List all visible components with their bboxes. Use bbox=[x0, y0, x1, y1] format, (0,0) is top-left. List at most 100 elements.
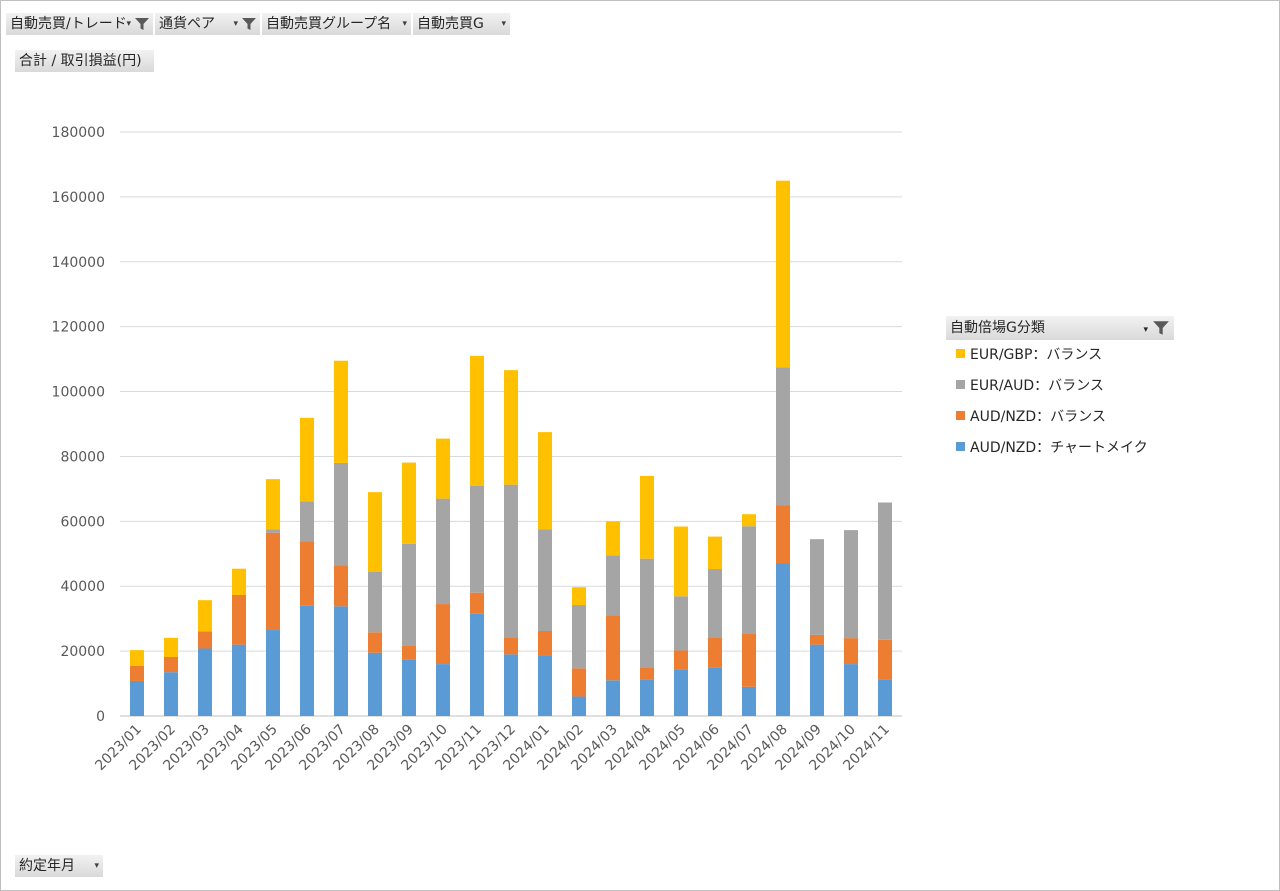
bar-segment[interactable] bbox=[198, 600, 212, 632]
bar-segment[interactable] bbox=[130, 650, 144, 666]
bar-segment[interactable] bbox=[844, 638, 858, 665]
axis-field-button[interactable]: 約定年月 ▾ bbox=[15, 855, 104, 877]
bar-segment[interactable] bbox=[300, 417, 314, 502]
bar-segment[interactable] bbox=[776, 505, 790, 564]
bar-segment[interactable] bbox=[810, 634, 824, 645]
bar-segment[interactable] bbox=[266, 630, 280, 716]
bar-segment[interactable] bbox=[606, 521, 620, 556]
bar-segment[interactable] bbox=[844, 664, 858, 716]
bar-segment[interactable] bbox=[878, 679, 892, 716]
bar-segment[interactable] bbox=[606, 555, 620, 616]
bar-segment[interactable] bbox=[470, 355, 484, 486]
bar-segment[interactable] bbox=[776, 180, 790, 368]
bar-segment[interactable] bbox=[402, 645, 416, 660]
bar-segment[interactable] bbox=[742, 514, 756, 527]
bar-segment[interactable] bbox=[130, 665, 144, 681]
bar-segment[interactable] bbox=[538, 432, 552, 530]
legend-label: AUD/NZD：チャートメイク bbox=[970, 440, 1148, 456]
legend-swatch bbox=[956, 442, 965, 451]
bar-segment[interactable] bbox=[810, 539, 824, 635]
bar-segment[interactable] bbox=[402, 659, 416, 716]
bar-segment[interactable] bbox=[878, 502, 892, 640]
bar-segment[interactable] bbox=[606, 680, 620, 716]
bar-segment[interactable] bbox=[334, 360, 348, 463]
bar-segment[interactable] bbox=[504, 654, 518, 716]
bar-segment[interactable] bbox=[164, 656, 178, 673]
bar-segment[interactable] bbox=[708, 536, 722, 570]
bar-segment[interactable] bbox=[436, 438, 450, 499]
bar-segment[interactable] bbox=[402, 462, 416, 544]
bar-segment[interactable] bbox=[572, 587, 586, 606]
bar-segment[interactable] bbox=[674, 650, 688, 670]
bar-segment[interactable] bbox=[640, 679, 654, 716]
bar-segment[interactable] bbox=[742, 526, 756, 634]
bar-segment[interactable] bbox=[640, 667, 654, 680]
bar-segment[interactable] bbox=[640, 475, 654, 559]
bar-segment[interactable] bbox=[538, 655, 552, 716]
bar-segment[interactable] bbox=[538, 529, 552, 631]
bar-segment[interactable] bbox=[674, 526, 688, 597]
bar-segment[interactable] bbox=[878, 639, 892, 680]
bar-segment[interactable] bbox=[674, 596, 688, 651]
bar-segment[interactable] bbox=[470, 485, 484, 593]
bar-segment[interactable] bbox=[266, 479, 280, 530]
bar-segment[interactable] bbox=[470, 613, 484, 716]
bar-segment[interactable] bbox=[436, 498, 450, 605]
bar-segment[interactable] bbox=[164, 672, 178, 716]
filter-field-button[interactable]: 自動売買/トレード ▾ bbox=[6, 13, 154, 35]
bar-segment[interactable] bbox=[742, 686, 756, 716]
bar-segment[interactable] bbox=[368, 571, 382, 633]
legend-item[interactable]: EUR/GBP：バランス bbox=[956, 345, 1102, 365]
bar-segment[interactable] bbox=[640, 558, 654, 668]
legend-item[interactable]: EUR/AUD：バランス bbox=[956, 376, 1104, 396]
bar-segment[interactable] bbox=[504, 484, 518, 638]
bar-segment[interactable] bbox=[504, 370, 518, 485]
bar-segment[interactable] bbox=[606, 615, 620, 681]
bar-segment[interactable] bbox=[232, 594, 246, 645]
filter-field-button[interactable]: 自動売買G ▾ bbox=[413, 13, 511, 35]
bar-segment[interactable] bbox=[436, 664, 450, 716]
bar-segment[interactable] bbox=[334, 565, 348, 607]
bar-segment[interactable] bbox=[266, 529, 280, 533]
bar-segment[interactable] bbox=[504, 637, 518, 655]
legend-field-button[interactable]: 自動倍場G分類 ▾ bbox=[946, 316, 1174, 340]
filter-icon bbox=[242, 18, 256, 30]
bar-segment[interactable] bbox=[572, 668, 586, 697]
bar-segment[interactable] bbox=[776, 367, 790, 506]
bar-segment[interactable] bbox=[844, 530, 858, 639]
value-field-button[interactable]: 合計 / 取引損益(円) bbox=[15, 50, 155, 72]
bar-segment[interactable] bbox=[708, 637, 722, 668]
bar-segment[interactable] bbox=[402, 543, 416, 646]
bar-segment[interactable] bbox=[810, 644, 824, 716]
bar-segment[interactable] bbox=[130, 680, 144, 716]
bar-segment[interactable] bbox=[368, 632, 382, 653]
legend-item[interactable]: AUD/NZD：チャートメイク bbox=[956, 438, 1148, 458]
filter-field-button[interactable]: 通貨ペア ▾ bbox=[155, 13, 261, 35]
bar-segment[interactable] bbox=[572, 605, 586, 669]
legend-swatch bbox=[956, 411, 965, 420]
bar-segment[interactable] bbox=[266, 532, 280, 631]
bar-segment[interactable] bbox=[300, 541, 314, 606]
bar-segment[interactable] bbox=[538, 630, 552, 656]
bar-segment[interactable] bbox=[232, 644, 246, 716]
legend-item[interactable]: AUD/NZD：バランス bbox=[956, 407, 1106, 427]
bar-segment[interactable] bbox=[198, 631, 212, 649]
bar-segment[interactable] bbox=[708, 569, 722, 638]
filter-field-button[interactable]: 自動売買グループ名 ▾ bbox=[262, 13, 412, 35]
bar-segment[interactable] bbox=[368, 652, 382, 716]
bar-segment[interactable] bbox=[368, 492, 382, 572]
bar-segment[interactable] bbox=[674, 669, 688, 716]
bar-segment[interactable] bbox=[334, 606, 348, 716]
bar-segment[interactable] bbox=[572, 696, 586, 716]
bar-segment[interactable] bbox=[164, 637, 178, 657]
bar-segment[interactable] bbox=[232, 568, 246, 595]
bar-segment[interactable] bbox=[436, 604, 450, 665]
bar-segment[interactable] bbox=[776, 563, 790, 716]
bar-segment[interactable] bbox=[334, 462, 348, 566]
bar-segment[interactable] bbox=[300, 501, 314, 542]
bar-segment[interactable] bbox=[742, 633, 756, 687]
bar-segment[interactable] bbox=[198, 648, 212, 716]
bar-segment[interactable] bbox=[300, 605, 314, 716]
bar-segment[interactable] bbox=[470, 592, 484, 614]
bar-segment[interactable] bbox=[708, 667, 722, 716]
